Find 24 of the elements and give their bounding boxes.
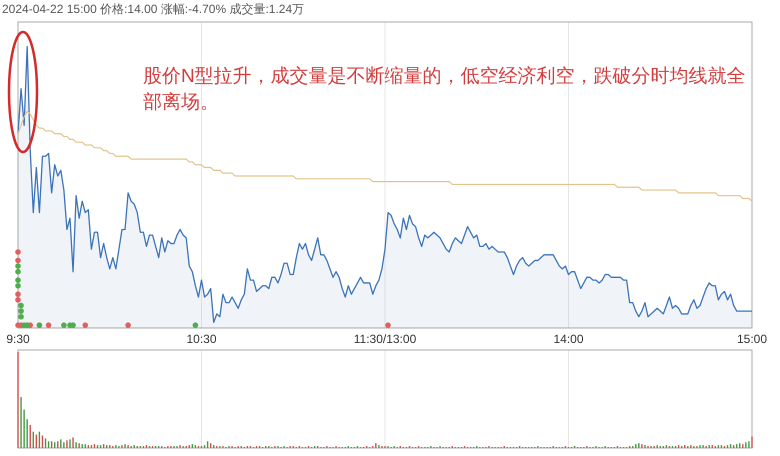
x-tick-label: 10:30: [186, 332, 217, 346]
point: [82, 322, 88, 328]
point: [61, 322, 67, 328]
point: [46, 322, 52, 328]
x-tick-label: 11:30/13:00: [354, 332, 417, 346]
x-tick-label: 14:00: [553, 332, 584, 346]
point: [15, 297, 21, 303]
annotation: 股价N型拉升，成交量是不断缩量的，低空经济利空，跌破分时均线就全部离场。: [143, 65, 747, 115]
point: [15, 258, 21, 264]
point: [385, 322, 391, 328]
point: [15, 249, 21, 255]
x-tick-label: 15:00: [736, 332, 768, 346]
point: [18, 302, 24, 308]
point: [15, 268, 21, 274]
point: [15, 291, 21, 298]
point: [18, 314, 24, 320]
point: [15, 277, 21, 283]
point: [192, 322, 198, 328]
point: [15, 282, 21, 289]
chart-title: 2024-04-22 15:00 价格:14.00 涨幅:-4.70% 成交量:1.24万: [2, 2, 304, 16]
point: [125, 322, 131, 328]
point: [18, 308, 24, 314]
x-tick-label: 9:30: [6, 332, 30, 346]
point: [15, 263, 21, 269]
